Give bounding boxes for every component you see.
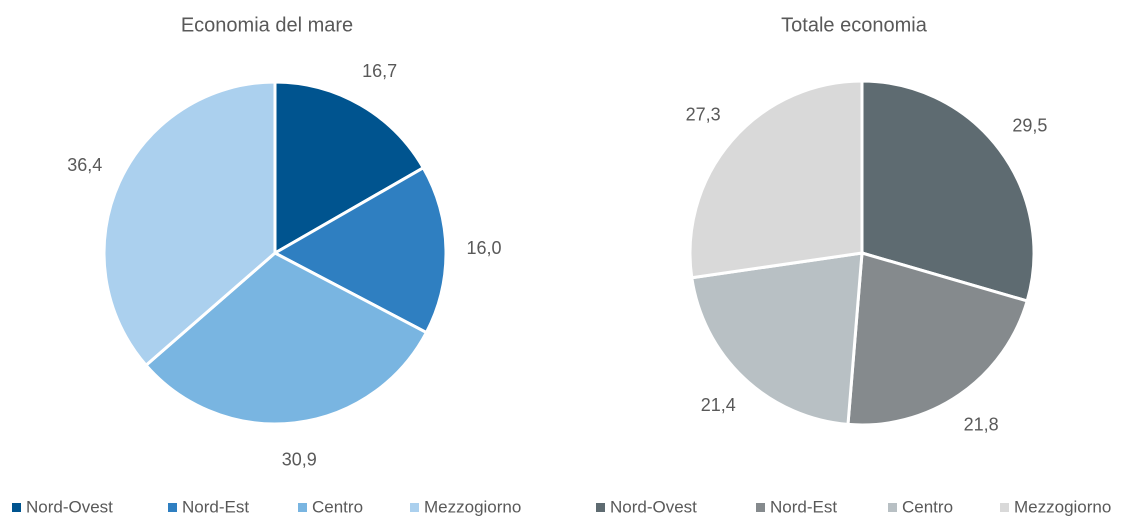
legend-label: Nord-Est [182,497,249,516]
data-label: 21,8 [964,415,999,435]
pie-slice [860,79,1036,303]
data-label: 21,4 [701,395,736,415]
pie-slice [690,251,864,427]
legend-label: Mezzogiorno [1014,497,1111,516]
legend-label: Mezzogiorno [424,497,521,516]
legend-swatch [12,503,21,512]
data-label: 36,4 [67,155,102,175]
legend-label: Nord-Ovest [26,497,113,516]
legend-label: Nord-Ovest [610,497,697,516]
pie-slice [271,165,448,335]
pie-slice [102,80,277,368]
data-label: 27,3 [686,104,721,124]
legend-swatch [298,503,307,512]
legend-swatch [756,503,765,512]
legend-label: Nord-Est [770,497,837,516]
data-label: 16,0 [466,238,501,258]
legend-swatch [1000,503,1009,512]
chart-title: Economia del mare [181,14,353,36]
legend-swatch [410,503,419,512]
pie-slice [688,79,864,280]
legend-swatch [888,503,897,512]
legend-label: Centro [312,497,363,516]
pie-slice [846,251,1030,427]
pie-slice [273,80,426,256]
pie-slice [143,251,429,426]
legend-swatch [168,503,177,512]
legend-label: Centro [902,497,953,516]
data-label: 30,9 [282,449,317,469]
data-label: 16,7 [362,61,397,81]
legend-swatch [596,503,605,512]
chart-title: Totale economia [781,14,928,36]
data-label: 29,5 [1012,116,1047,136]
